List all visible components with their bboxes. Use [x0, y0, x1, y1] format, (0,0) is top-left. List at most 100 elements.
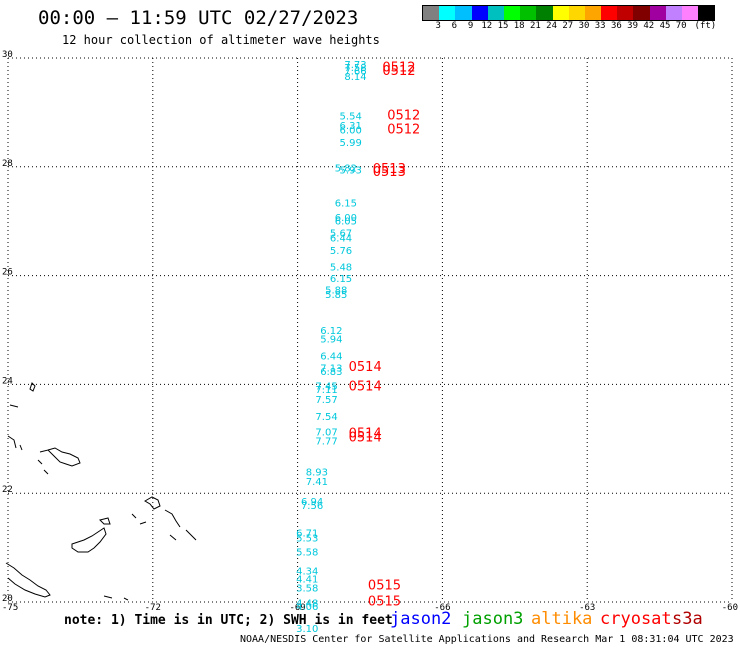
swh-value: 7.41: [306, 477, 328, 488]
swh-value: 5.76: [330, 246, 352, 257]
colorbar-label: 36: [610, 21, 622, 31]
pass-labels: 0512051205120512051305130514051405140514…: [349, 61, 421, 610]
coastline: [5, 382, 197, 601]
colorbar-swatch: [633, 6, 650, 20]
swh-value: 3.10: [296, 624, 318, 635]
colorbar-label: 30: [578, 21, 590, 31]
swh-value: 6.15: [335, 199, 357, 210]
colorbar-label: 3: [435, 21, 441, 31]
x-tick-label: -69: [289, 603, 305, 613]
colorbar-labels: 3 6 9 12 15 18 21 24 27 30 33 36 39 42 45 70 (ft): [422, 21, 740, 33]
colorbar-swatch: [617, 6, 634, 20]
swh-value: 7.57: [315, 395, 337, 406]
colorbar-label: 6: [451, 21, 458, 31]
colorbar-swatch: [520, 6, 537, 20]
coastline-hispaniola: [71, 517, 197, 553]
y-tick-label: 30: [2, 50, 13, 60]
pass-number-label: 0515: [368, 579, 401, 594]
pass-number-label: 0515: [368, 594, 401, 609]
swh-value: 5.93: [340, 166, 362, 177]
swh-value: 4.34: [296, 566, 318, 577]
page-title: 00:00 – 11:59 UTC 02/27/2023: [38, 7, 359, 29]
colorbar-swatch: [601, 6, 618, 20]
swh-value: 6.44: [330, 234, 352, 245]
x-tick-label: -60: [722, 603, 738, 613]
pass-number-label: 0514: [349, 426, 382, 441]
pass-number-label: 0512: [387, 109, 420, 124]
swh-value: 4.06: [296, 602, 318, 613]
swh-value: 6.15: [330, 274, 352, 285]
pass-number-label: 0512: [382, 61, 415, 76]
colorbar-swatch: [439, 6, 456, 20]
y-tick-label: 24: [2, 376, 13, 386]
swh-value: 5.85: [325, 290, 347, 301]
colorbar-swatch: [584, 6, 602, 20]
swh-value: 8.14: [344, 72, 366, 83]
swh-value: 7.13: [320, 364, 342, 375]
swh-value: 6.05: [335, 217, 357, 228]
mission-jason2: jason2: [390, 609, 452, 629]
colorbar-swatch: [682, 6, 699, 20]
colorbar-legend: [422, 5, 716, 21]
swh-value: 5.94: [320, 335, 342, 346]
swh-value: 8.93: [306, 467, 328, 478]
colorbar-swatch: [455, 6, 472, 20]
swh-value: 4.48: [296, 599, 318, 610]
swh-value: 5.82: [335, 163, 357, 174]
swh-value: 5.54: [340, 112, 362, 123]
colorbar-swatch: [665, 6, 682, 20]
pass-number-label: 0512: [387, 123, 420, 138]
pass-number-label: 0514: [349, 360, 382, 375]
x-tick-label: -66: [434, 603, 450, 613]
swh-value: 3.58: [296, 583, 318, 594]
swh-value: 7.54: [315, 412, 337, 423]
swh-value: 7.11: [315, 385, 337, 396]
swh-value: 5.99: [340, 138, 362, 149]
colorbar-label: 27: [562, 21, 574, 31]
pass-number-label: 0513: [373, 165, 406, 180]
mission-altika: altika: [531, 609, 593, 629]
colorbar-swatch: [649, 6, 666, 20]
colorbar-swatch: [423, 6, 440, 20]
pass-number-label: 0514: [349, 431, 382, 446]
swh-value: 6.94: [301, 497, 323, 508]
coastline-turks-caicos: [131, 496, 181, 528]
map-grid: [7, 57, 733, 603]
swh-value: 6.31: [340, 121, 362, 132]
swh-value: 6.44: [320, 352, 342, 363]
mission-s3a: s3a: [672, 609, 703, 629]
y-tick-label: 26: [2, 268, 13, 278]
swh-value: 6.00: [340, 125, 362, 136]
swh-value: 4.41: [296, 575, 318, 586]
colorbar-label: 42: [643, 21, 655, 31]
colorbar-swatch: [552, 6, 569, 20]
colorbar-label: 15: [497, 21, 509, 31]
swh-value: 7.45: [315, 381, 337, 392]
colorbar-swatch: [503, 6, 521, 20]
coastline-cuba-east: [37, 447, 81, 475]
swh-value: 5.58: [296, 547, 318, 558]
swh-value: 7.07: [315, 428, 337, 439]
swh-value: 7.77: [315, 436, 337, 447]
colorbar-label: 70: [675, 21, 687, 31]
colorbar-label: 45: [659, 21, 671, 31]
y-tick-label: 28: [2, 159, 13, 169]
colorbar-label: (ft): [694, 21, 717, 31]
colorbar-label: 9: [467, 21, 474, 31]
axis-labels: -75 -72 -69 -66 -63 -60 30 28 26 24 22 20: [2, 50, 738, 613]
y-tick-label: 22: [2, 485, 13, 495]
pass-number-label: 0512: [382, 64, 415, 79]
colorbar-label: 12: [481, 21, 493, 31]
swh-value: 5.53: [296, 533, 318, 544]
swh-value: 6.12: [320, 326, 342, 337]
colorbar-swatch: [536, 6, 553, 20]
colorbar-label: 21: [529, 21, 541, 31]
swh-value: 7.66: [344, 67, 366, 78]
colorbar-label: 33: [594, 21, 606, 31]
swh-value: 5.88: [325, 286, 347, 297]
x-tick-label: -75: [2, 603, 18, 613]
swh-value: 7.73: [344, 60, 366, 71]
x-tick-label: -72: [145, 603, 161, 613]
swh-value: 6.00: [335, 213, 357, 224]
